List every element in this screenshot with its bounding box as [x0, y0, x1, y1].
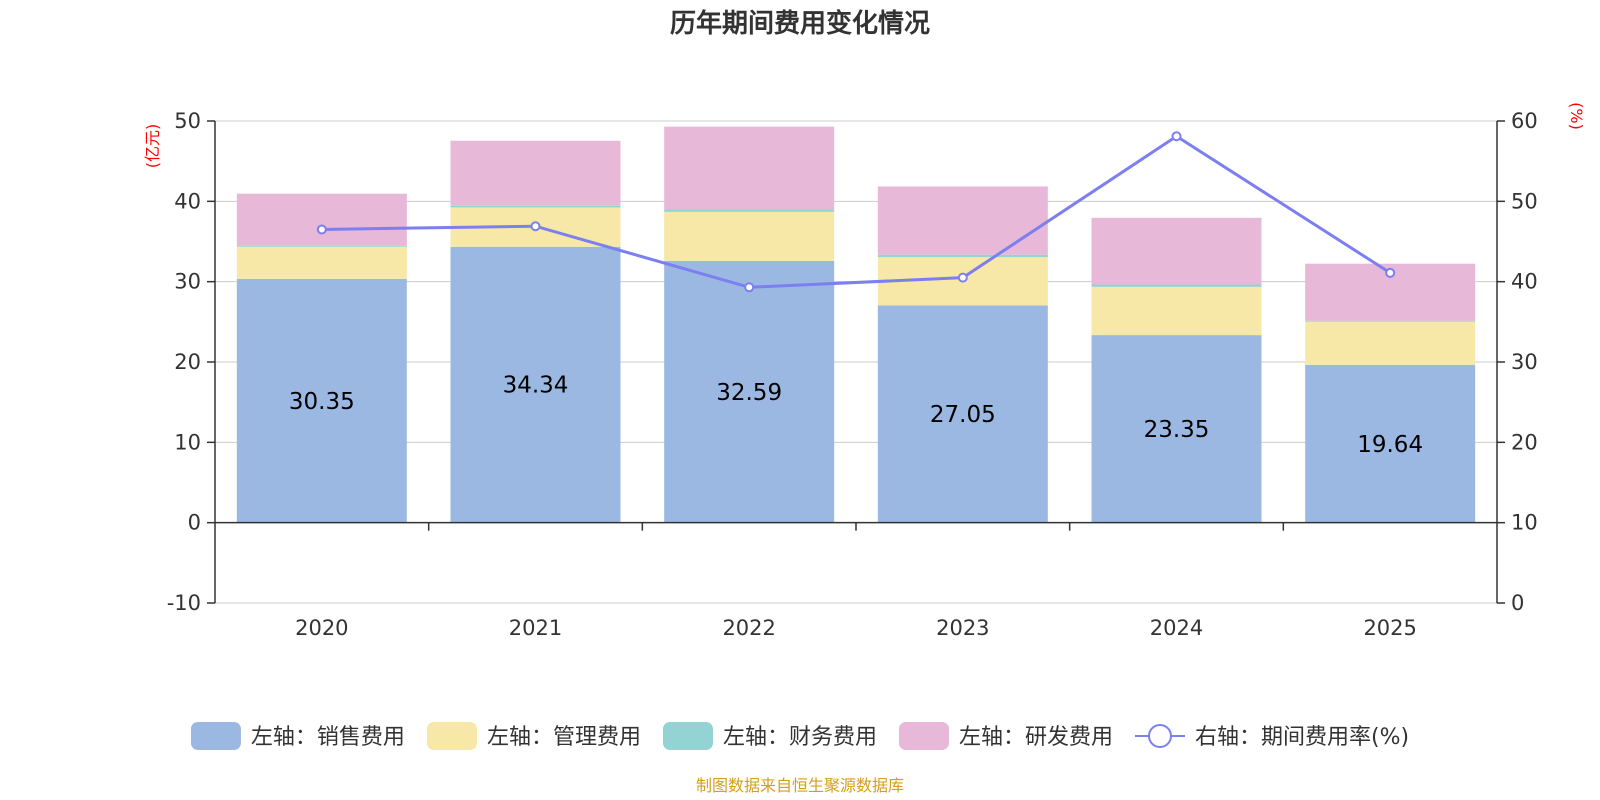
legend-label: 左轴：销售费用	[251, 725, 405, 750]
bar-data-label: 34.34	[503, 373, 569, 399]
x-axis-tick-label: 2023	[936, 616, 989, 640]
x-axis-tick-label: 2025	[1363, 616, 1416, 640]
x-axis-tick-label: 2020	[295, 616, 348, 640]
bar-segment	[236, 245, 407, 247]
bar-segment	[877, 186, 1048, 255]
legend-item[interactable]: 右轴：期间费用率(%)	[1134, 724, 1409, 750]
bar-labels: 30.35 34.34 32.59 27.05 23.35 19.64	[289, 373, 1423, 458]
left-axis-tick-label: -10	[167, 591, 201, 615]
source-note: 制图数据来自恒生聚源数据库	[696, 776, 904, 795]
legend-label: 左轴：研发费用	[959, 725, 1113, 750]
bar-data-label: 23.35	[1144, 417, 1210, 443]
left-axis-tick-label: 40	[174, 189, 201, 213]
left-axis-tick-label: 50	[174, 109, 201, 133]
bar-segment	[450, 140, 621, 206]
right-axis-tick-label: 20	[1511, 430, 1538, 454]
bar-segment	[236, 278, 407, 523]
left-axis-tick-label: 0	[188, 511, 201, 535]
legend-item[interactable]: 左轴：销售费用	[190, 722, 405, 750]
right-axis-tick-label: 0	[1511, 591, 1524, 615]
bar-segment	[664, 211, 835, 261]
bar-segment	[664, 209, 835, 212]
bar-data-label: 30.35	[289, 389, 355, 415]
legend-item[interactable]: 左轴：管理费用	[426, 722, 641, 750]
bars	[236, 126, 1476, 523]
left-axis-tick-label: 20	[174, 350, 201, 374]
expense-ratio-point	[530, 221, 541, 232]
legend-circle-marker	[1147, 724, 1172, 748]
right-axis-unit: (%)	[1567, 102, 1586, 130]
x-axis-tick-label: 2022	[722, 616, 775, 640]
bar-data-label: 19.64	[1357, 432, 1423, 458]
right-axis-tick-label: 60	[1511, 109, 1538, 133]
right-axis-tick-label: 10	[1511, 511, 1538, 535]
bar-segment	[1091, 284, 1262, 287]
right-axis-tick-label: 50	[1511, 189, 1538, 213]
left-axis-tick-label: 30	[174, 270, 201, 294]
bar-segment	[450, 205, 621, 208]
bar-segment	[450, 246, 621, 523]
bar-segment	[664, 126, 835, 210]
bar-segment	[236, 246, 407, 279]
line-series	[316, 131, 1396, 293]
left-axis-tick-label: 10	[174, 430, 201, 454]
legend-label: 右轴：期间费用率(%)	[1195, 725, 1409, 750]
bar-segment	[1305, 364, 1476, 523]
bar-data-label: 27.05	[930, 402, 996, 428]
legend-swatch	[662, 722, 713, 750]
right-axis-tick-label: 30	[1511, 350, 1538, 374]
axes: 50 40 30 20 10 0 -10 60 50 40 30 20 10 0 2020 2021 2022 2…	[167, 109, 1538, 640]
bar-data-label: 32.59	[716, 380, 782, 406]
expense-ratio-line	[321, 134, 1391, 289]
grid	[215, 120, 1497, 604]
legend-swatch	[190, 722, 241, 750]
legend-label: 左轴：财务费用	[723, 725, 877, 750]
legend: 左轴：销售费用 左轴：管理费用 左轴：财务费用 左轴：研发费用 右轴：期间费用率(%)	[190, 722, 1409, 750]
expense-ratio-point	[957, 272, 968, 283]
bar-segment	[1091, 335, 1262, 523]
x-axis-tick-label: 2021	[509, 616, 562, 640]
legend-label: 左轴：管理费用	[487, 725, 641, 750]
x-axis-tick-label: 2024	[1150, 616, 1203, 640]
bar-segment	[877, 254, 1048, 258]
bar-segment	[664, 260, 835, 523]
expense-ratio-point	[316, 224, 327, 235]
expense-ratio-point	[1385, 267, 1396, 278]
bar-segment	[877, 305, 1048, 523]
expense-ratio-point	[1171, 131, 1182, 142]
bar-segment	[1091, 217, 1262, 285]
bar-segment	[1305, 320, 1476, 322]
bar-segment	[1305, 321, 1476, 365]
bar-segment	[236, 193, 407, 246]
bar-segment	[1091, 286, 1262, 336]
legend-swatch	[426, 722, 477, 750]
expense-ratio-point	[744, 282, 755, 293]
chart-title: 历年期间费用变化情况	[670, 8, 930, 39]
legend-item[interactable]: 左轴：财务费用	[662, 722, 877, 750]
left-axis-unit: (亿元)	[143, 124, 162, 169]
right-axis-tick-label: 40	[1511, 270, 1538, 294]
legend-item[interactable]: 左轴：研发费用	[898, 722, 1113, 750]
legend-swatch	[898, 722, 949, 750]
